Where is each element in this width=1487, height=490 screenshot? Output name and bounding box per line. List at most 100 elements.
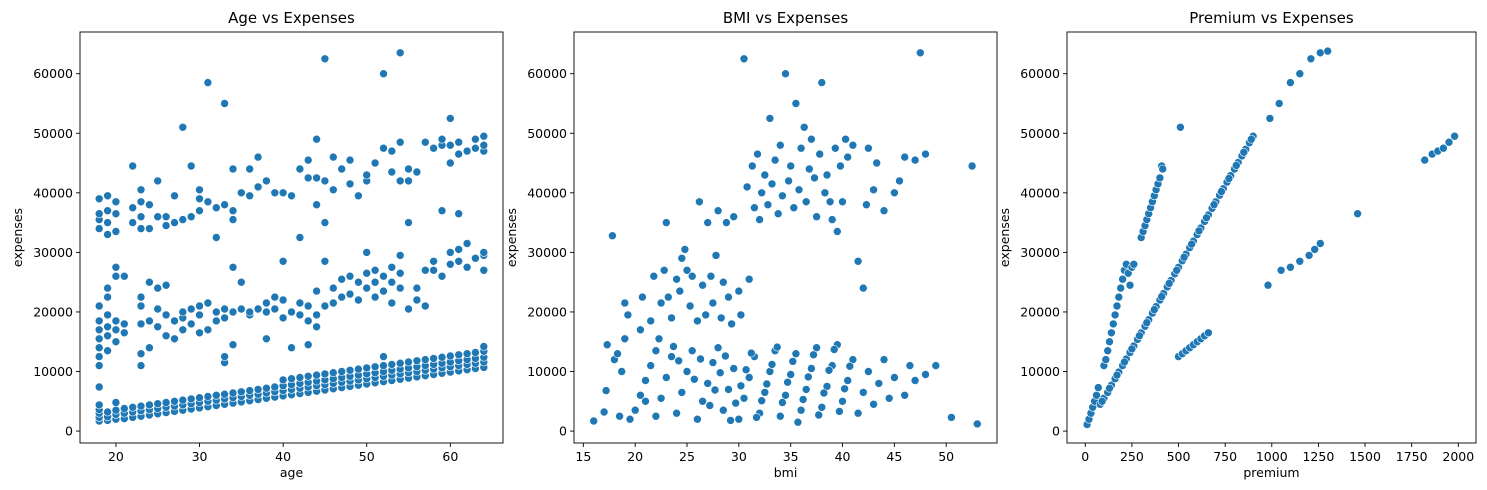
- data-point: [661, 373, 671, 382]
- data-point: [794, 185, 804, 195]
- data-point: [103, 206, 112, 215]
- data-point: [829, 345, 839, 354]
- data-point: [337, 274, 347, 284]
- data-point: [103, 331, 112, 341]
- data-point: [623, 310, 633, 320]
- data-point: [1155, 173, 1165, 183]
- data-point: [479, 265, 489, 275]
- data-point: [145, 224, 154, 233]
- data-point: [853, 256, 863, 266]
- data-point: [1295, 256, 1305, 266]
- data-point: [94, 316, 104, 326]
- data-point: [1316, 48, 1325, 58]
- data-point: [599, 407, 609, 417]
- data-point: [708, 298, 718, 308]
- data-point: [303, 173, 313, 183]
- data-point: [362, 170, 372, 180]
- data-point: [178, 325, 188, 335]
- data-point: [661, 218, 671, 227]
- plot-frame: [1066, 31, 1477, 444]
- data-point: [103, 218, 112, 227]
- data-point: [94, 352, 104, 361]
- data-point: [303, 301, 313, 311]
- data-point: [1157, 292, 1166, 301]
- data-point: [220, 99, 229, 108]
- data-point: [429, 256, 438, 266]
- data-point: [843, 152, 853, 162]
- data-point: [212, 390, 221, 400]
- data-point: [295, 298, 305, 308]
- data-point: [879, 355, 889, 364]
- data-point: [94, 343, 104, 353]
- data-point: [762, 379, 772, 389]
- data-point: [94, 382, 104, 392]
- data-point: [186, 161, 196, 171]
- data-point: [370, 158, 380, 168]
- data-point: [295, 310, 305, 320]
- data-point: [345, 365, 355, 375]
- data-point: [807, 134, 816, 144]
- data-point: [838, 396, 847, 406]
- data-point: [778, 191, 787, 201]
- data-point: [601, 386, 611, 395]
- data-point: [741, 365, 751, 375]
- data-point: [840, 384, 849, 394]
- data-point: [772, 342, 782, 352]
- data-point: [387, 360, 397, 369]
- data-point: [262, 176, 271, 186]
- data-point: [471, 134, 480, 144]
- data-point: [203, 197, 213, 207]
- data-point: [947, 413, 956, 422]
- x-axis-label: bmi: [774, 465, 798, 480]
- x-axis-label: premium: [1243, 465, 1299, 480]
- data-point: [170, 316, 179, 326]
- x-tick-label: 30: [731, 449, 747, 464]
- x-tick-label: 250: [1120, 449, 1144, 464]
- data-point: [445, 140, 455, 150]
- data-point: [1310, 245, 1319, 254]
- data-point: [136, 224, 146, 233]
- data-point: [345, 289, 355, 299]
- data-point: [659, 265, 669, 275]
- data-point: [228, 340, 238, 350]
- data-point: [1286, 78, 1295, 87]
- data-point: [212, 233, 221, 242]
- data-point: [320, 176, 330, 186]
- data-point: [729, 212, 739, 221]
- data-point: [796, 405, 806, 415]
- data-point: [220, 200, 229, 209]
- data-point: [270, 292, 280, 302]
- data-point: [822, 170, 832, 180]
- x-axis-label: age: [280, 465, 304, 480]
- data-point: [362, 268, 372, 278]
- data-point: [801, 197, 811, 207]
- data-point: [362, 248, 372, 257]
- y-tick-label: 0: [1052, 424, 1060, 439]
- data-point: [120, 271, 129, 281]
- data-point: [395, 358, 405, 368]
- data-point: [890, 188, 899, 198]
- data-point: [454, 245, 464, 254]
- data-point: [706, 271, 716, 281]
- data-point: [454, 350, 464, 360]
- data-point: [379, 271, 388, 281]
- data-point: [170, 191, 179, 201]
- data-point: [128, 161, 137, 171]
- data-point: [195, 194, 204, 204]
- data-point: [395, 48, 405, 58]
- data-point: [379, 361, 388, 370]
- data-point: [94, 301, 104, 311]
- data-point: [1353, 209, 1362, 218]
- y-tick-label: 10000: [527, 364, 567, 379]
- data-point: [739, 54, 749, 64]
- data-point: [212, 316, 221, 326]
- data-point: [253, 182, 263, 192]
- data-point: [672, 408, 681, 418]
- x-tick-label: 0: [1081, 449, 1089, 464]
- y-tick-label: 30000: [527, 245, 567, 260]
- data-point: [843, 376, 853, 385]
- data-point: [1263, 280, 1273, 290]
- data-point: [753, 149, 762, 159]
- data-point: [120, 328, 129, 338]
